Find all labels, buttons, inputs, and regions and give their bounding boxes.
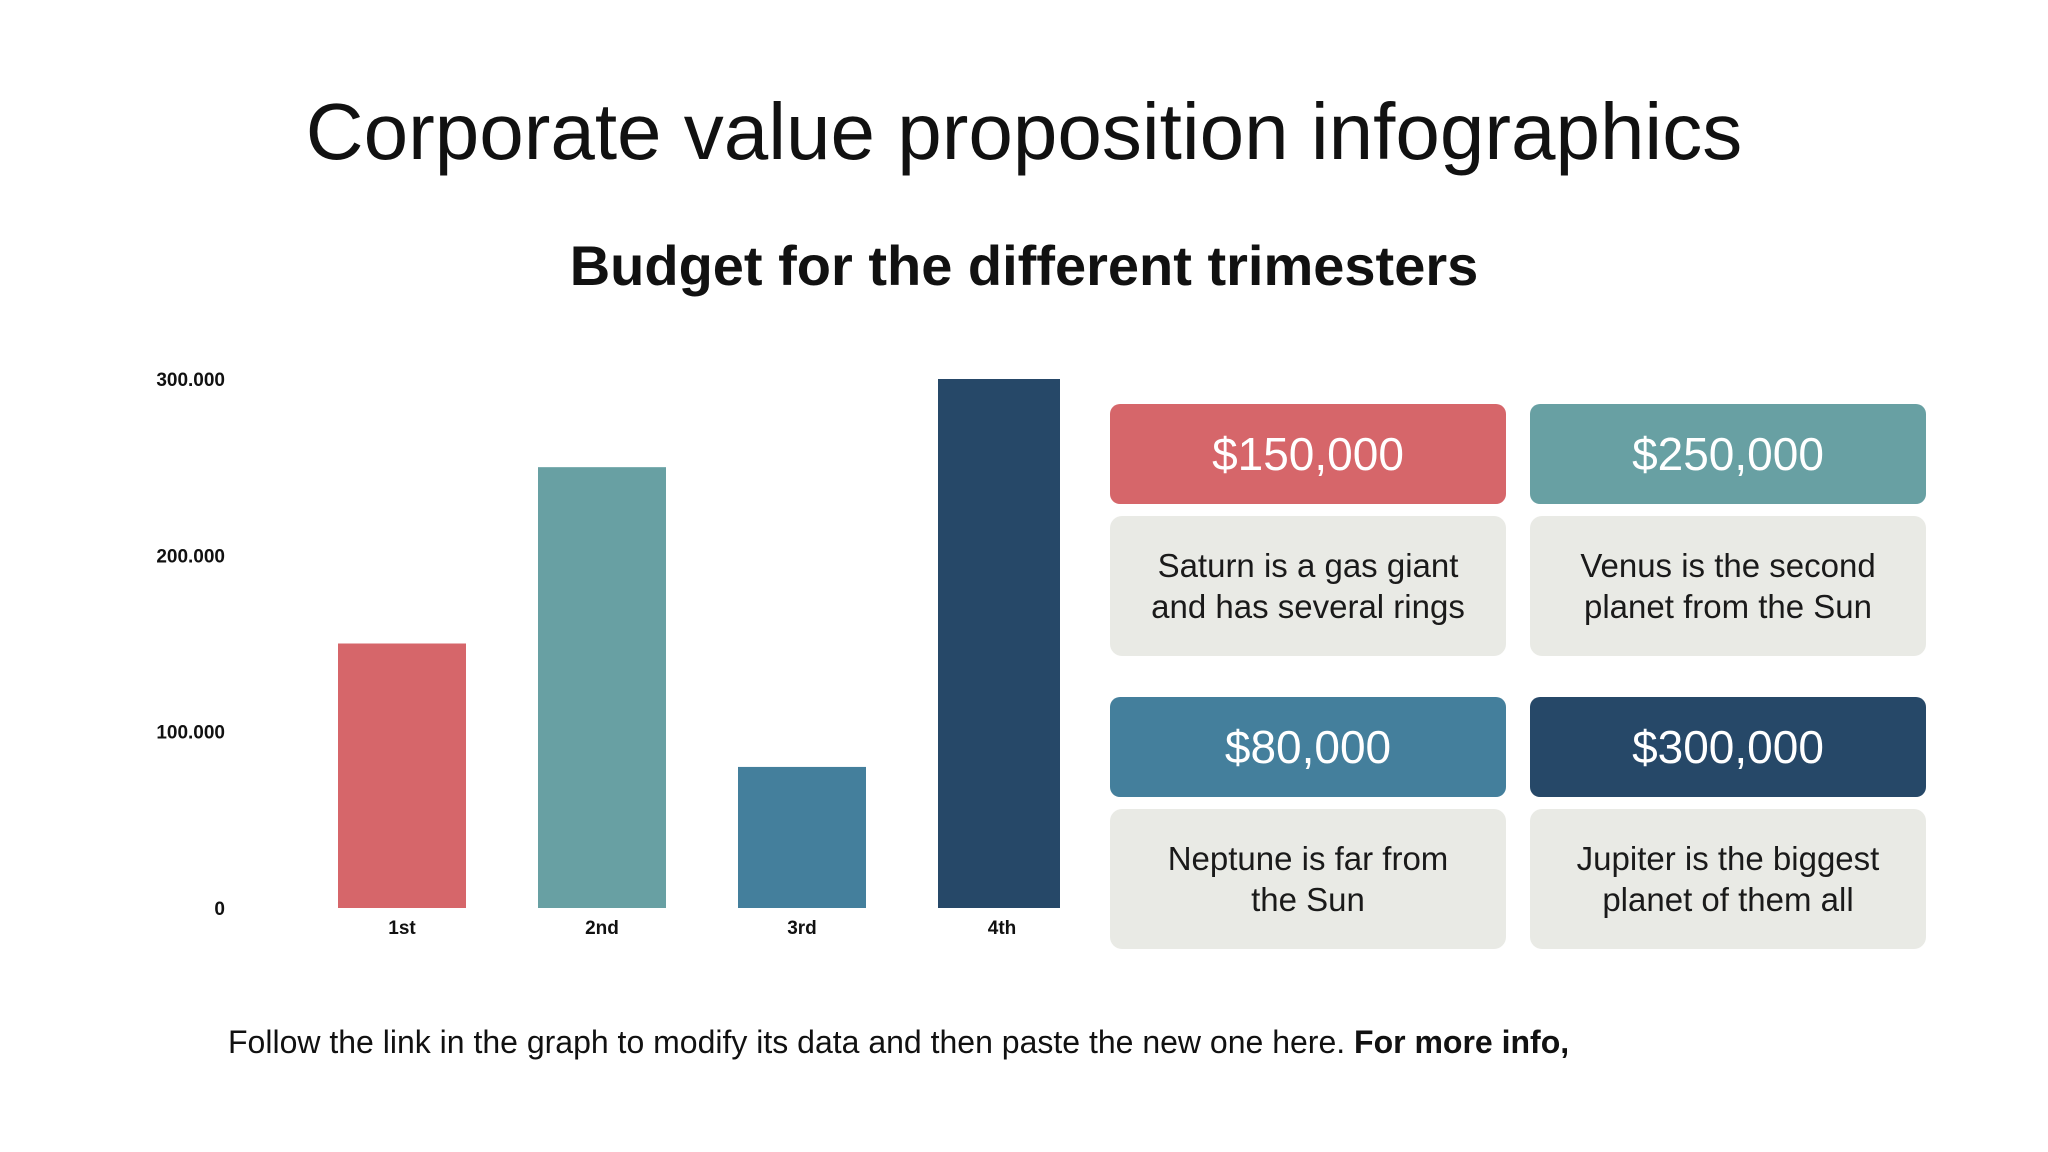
value-card-4-description: Jupiter is the biggest planet of them al… <box>1576 840 1880 918</box>
y-tick-label: 300.000 <box>156 370 225 391</box>
budget-bar-chart: 0 100.000 200.000 300.000 1st 2nd 3rd 4th <box>156 370 1060 939</box>
slide-title: Corporate value proposition infographics <box>305 87 1743 176</box>
bar-3rd <box>738 766 866 908</box>
bar-2nd <box>538 467 666 908</box>
footer-text: Follow the link in the graph to modify i… <box>228 1024 1355 1060</box>
x-tick-label: 1st <box>388 918 416 939</box>
value-card-1-description: Saturn is a gas giant and has several ri… <box>1151 547 1465 625</box>
value-card-3-amount: $80,000 <box>1110 697 1506 797</box>
footer-note: Follow the link in the graph to modify i… <box>228 1024 1569 1061</box>
value-card-3-description: Neptune is far from the Sun <box>1167 840 1449 918</box>
footer-more-info: For more info, <box>1354 1024 1570 1060</box>
value-card-4-amount: $300,000 <box>1530 697 1926 797</box>
y-tick-label: 100.000 <box>156 723 225 744</box>
bar-4th <box>938 379 1060 908</box>
x-tick-label: 3rd <box>787 918 817 939</box>
bar-1st <box>338 643 466 908</box>
chart-title: Budget for the different trimesters <box>569 234 1479 297</box>
value-card-2-description: Venus is the second planet from the Sun <box>1580 547 1876 625</box>
x-tick-label: 4th <box>988 918 1017 939</box>
value-card-1-description-box: Saturn is a gas giant and has several ri… <box>1110 516 1506 656</box>
value-card-2-description-box: Venus is the second planet from the Sun <box>1530 516 1926 656</box>
value-card-2-amount: $250,000 <box>1530 404 1926 504</box>
y-tick-label: 200.000 <box>156 546 225 567</box>
value-card-1-amount: $150,000 <box>1110 404 1506 504</box>
x-tick-label: 2nd <box>585 918 619 939</box>
value-card-4-description-box: Jupiter is the biggest planet of them al… <box>1530 809 1926 949</box>
value-card-3-description-box: Neptune is far from the Sun <box>1110 809 1506 949</box>
y-tick-label: 0 <box>214 899 225 920</box>
